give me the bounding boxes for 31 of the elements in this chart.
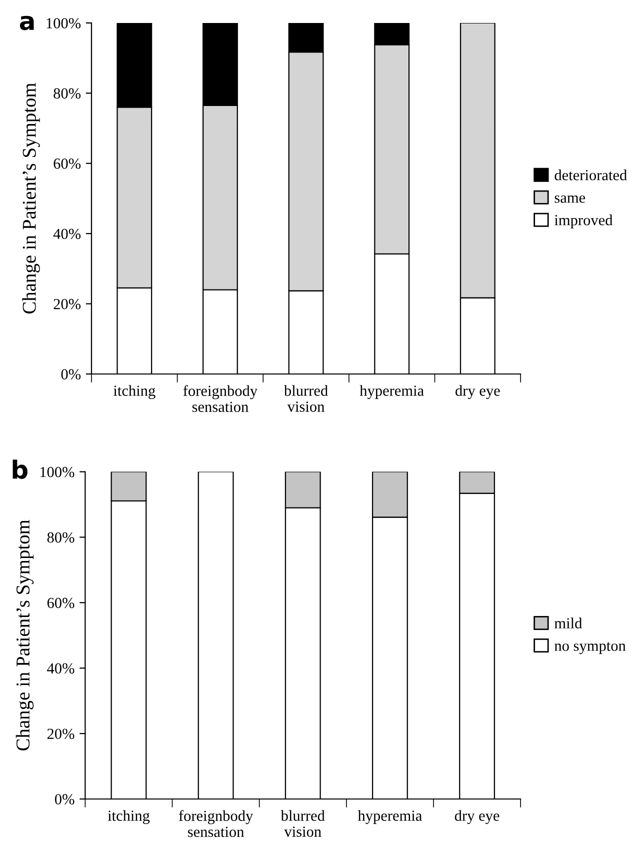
x-tick-label: dry eye bbox=[454, 810, 500, 824]
legend-label: deteriorated bbox=[554, 170, 627, 180]
x-tick-label: itching bbox=[108, 810, 150, 824]
x-tick-label: foreignbody sensation bbox=[178, 810, 254, 838]
y-tick-label: 100% bbox=[46, 18, 81, 28]
y-tick-label: 20% bbox=[54, 298, 81, 310]
x-tick-label: blurred vision bbox=[284, 385, 328, 412]
chart-title: b bbox=[12, 460, 28, 480]
y-tick-label: 60% bbox=[47, 598, 74, 608]
legend-label: same bbox=[554, 195, 586, 203]
x-tick-label: dry eye bbox=[456, 385, 500, 400]
legend-label: no sympton bbox=[554, 642, 626, 654]
y-tick-label: 60% bbox=[54, 158, 81, 169]
chart-title: a bbox=[20, 16, 34, 30]
x-tick-label: foreignbody sensation bbox=[183, 385, 258, 412]
y-tick-label: 0% bbox=[61, 369, 81, 380]
x-tick-label: blurred vision bbox=[280, 810, 325, 837]
x-tick-label: itching bbox=[114, 385, 156, 400]
y-tick-label: 40% bbox=[47, 663, 74, 674]
y-axis-title: Change in Patient’s Symptom bbox=[16, 520, 34, 750]
y-tick-label: 20% bbox=[47, 728, 74, 740]
y-tick-label: 100% bbox=[40, 466, 74, 478]
y-tick-label: 0% bbox=[54, 794, 74, 804]
y-tick-label: 80% bbox=[54, 88, 81, 99]
x-tick-label: hyperemia bbox=[358, 810, 422, 824]
x-tick-label: hyperemia bbox=[360, 385, 424, 400]
legend-label: improved bbox=[554, 214, 613, 228]
y-axis-title: Change in Patient’s Symptom bbox=[22, 82, 40, 314]
y-tick-label: 80% bbox=[47, 532, 74, 543]
legend-label: mild bbox=[554, 618, 582, 628]
y-tick-label: 40% bbox=[53, 228, 81, 240]
